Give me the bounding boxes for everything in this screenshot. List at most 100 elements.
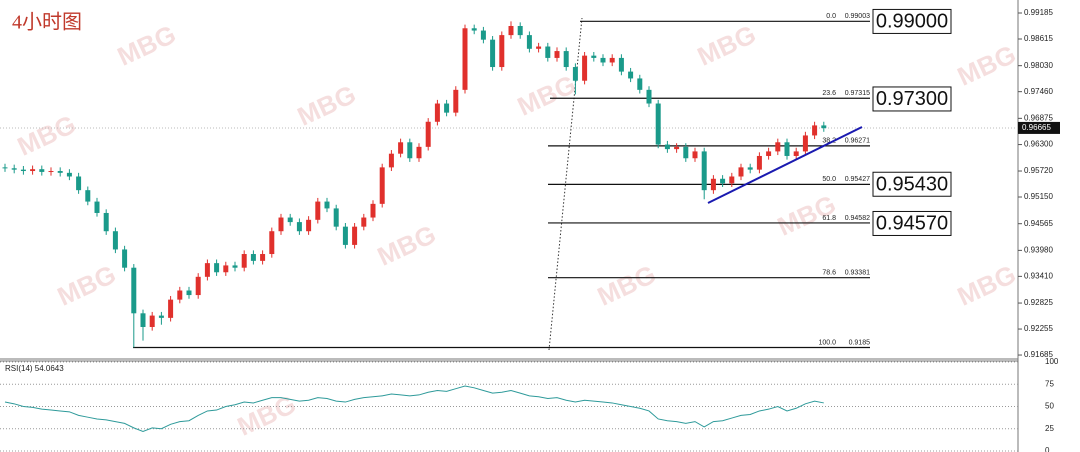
y-tick-label: 0.92255 — [1024, 324, 1053, 333]
trend-line — [707, 126, 863, 204]
candle-body — [646, 89, 652, 104]
candle-body — [812, 125, 818, 136]
candle-body — [628, 71, 634, 79]
candle-body — [591, 55, 597, 58]
y-tick-label: 50 — [1045, 402, 1054, 411]
fib-ratio: 0.0 — [826, 13, 836, 20]
candle-body — [536, 46, 542, 49]
candle-body — [352, 226, 358, 245]
candle-body — [398, 142, 404, 154]
candle-body — [342, 226, 348, 245]
candle-body — [20, 169, 26, 172]
candle-body — [241, 254, 247, 268]
candle-body — [195, 276, 201, 296]
candle-body — [66, 172, 72, 177]
candle-body — [306, 219, 312, 232]
fib-ratio: 61.8 — [822, 215, 836, 222]
fib-price: 0.93381 — [845, 270, 870, 277]
fib-price: 0.94582 — [845, 215, 870, 222]
candle-body — [756, 155, 762, 170]
y-tick-label: 0.98030 — [1024, 61, 1053, 70]
y-tick-label: 25 — [1045, 424, 1054, 433]
fib-ratio: 23.6 — [822, 90, 836, 97]
candle-body — [149, 315, 155, 327]
y-tick-label: 0.96300 — [1024, 140, 1053, 149]
candle-body — [462, 28, 468, 90]
candle-body — [545, 46, 551, 58]
candle-body — [186, 290, 192, 296]
y-tick-label: 100 — [1045, 357, 1059, 366]
candle-body — [747, 167, 753, 170]
y-tick-label: 0.96875 — [1024, 113, 1053, 122]
candle-body — [526, 35, 532, 49]
candle-body — [554, 51, 560, 58]
candle-body — [296, 222, 302, 232]
candle-body — [517, 25, 523, 36]
candle-body — [655, 103, 661, 145]
fib-price: 0.99003 — [845, 13, 870, 20]
target-label: 0.94570 — [876, 213, 948, 235]
fib-price: 0.95427 — [845, 176, 870, 183]
candle-body — [563, 51, 569, 68]
candle-body — [471, 28, 477, 31]
candle-body — [416, 146, 422, 159]
chart-title: 4小时图 — [12, 11, 82, 34]
fib-price: 0.97315 — [845, 90, 870, 97]
candle-body — [729, 176, 735, 184]
candle-body — [637, 78, 643, 90]
candle-body — [39, 169, 45, 172]
candle-body — [701, 151, 707, 191]
candle-body — [204, 263, 210, 277]
candle-body — [683, 146, 689, 159]
target-box — [872, 86, 952, 112]
candle-body — [269, 231, 275, 255]
candle-body — [775, 142, 781, 152]
candle-body — [315, 201, 321, 220]
candle-body — [333, 208, 339, 227]
candle-body — [48, 171, 54, 173]
target-label: 0.97300 — [876, 88, 948, 110]
candle-body — [434, 103, 440, 122]
candle-body — [168, 299, 174, 318]
candle-body — [793, 151, 799, 156]
y-tick-label: 0.94565 — [1024, 219, 1053, 228]
candle-body — [2, 167, 8, 169]
plot: 0.91685 0.92255 0.92825 0.93410 0.93980 0.945… — [0, 8, 1060, 452]
candle-body — [122, 249, 128, 268]
y-tick-label: 0.95720 — [1024, 166, 1053, 175]
candle-body — [103, 212, 109, 232]
candle-body — [508, 25, 514, 36]
fib-ratio: 78.6 — [822, 270, 836, 277]
candle-body — [370, 203, 376, 218]
candle-body — [379, 167, 385, 204]
candle-body — [94, 201, 100, 213]
y-tick-label: 0.98615 — [1024, 34, 1053, 43]
candle-body — [131, 267, 137, 314]
y-tick-label: 0.95150 — [1024, 192, 1053, 201]
candle-body — [388, 153, 394, 168]
current-price-box — [1018, 121, 1060, 134]
candle-body — [664, 144, 670, 150]
candle-body — [250, 254, 256, 261]
candle-body — [738, 167, 744, 177]
candle-body — [223, 265, 229, 273]
target-box — [872, 171, 952, 197]
candle-body — [692, 151, 698, 159]
candle-body — [802, 135, 808, 152]
fib-price: 0.96271 — [845, 138, 870, 145]
candle-body — [278, 217, 284, 232]
candle-body — [361, 217, 367, 227]
fib-ratio: 38.2 — [822, 138, 836, 145]
candle-body — [140, 313, 146, 327]
candle-body — [821, 125, 827, 129]
candle-body — [499, 35, 505, 68]
y-tick-label: 75 — [1045, 379, 1054, 388]
current-price-label: 0.96665 — [1022, 123, 1051, 132]
candle-body — [232, 265, 238, 268]
candle-body — [710, 178, 716, 191]
candle-body — [407, 142, 413, 159]
rsi-line — [4, 385, 824, 432]
candle-body — [674, 146, 680, 150]
